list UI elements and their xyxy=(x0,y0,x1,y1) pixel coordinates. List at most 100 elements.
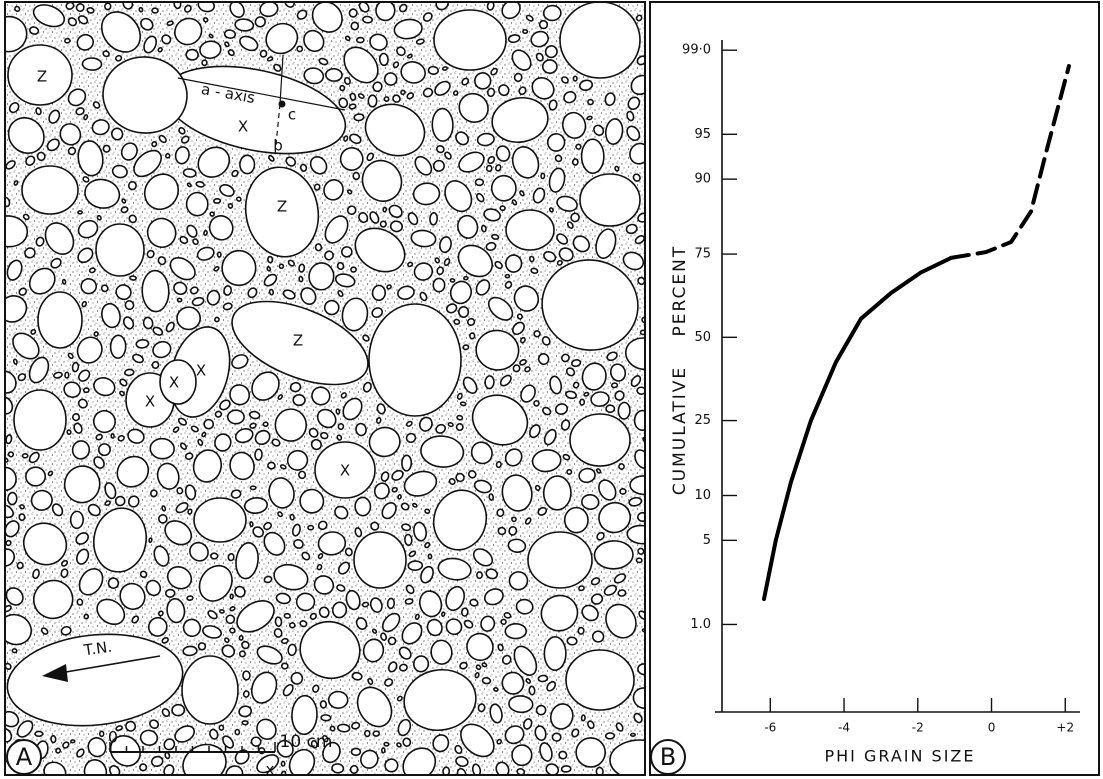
pebble xyxy=(72,413,80,422)
pebble xyxy=(59,123,82,146)
pebble xyxy=(254,429,271,446)
pebble xyxy=(235,196,242,202)
pebble-annotation: c xyxy=(288,106,296,124)
pebble xyxy=(322,741,341,764)
pebble xyxy=(236,600,275,633)
pebble xyxy=(309,155,328,175)
pebble xyxy=(93,377,116,397)
pebble xyxy=(572,381,580,389)
pebble xyxy=(273,627,283,638)
pebble xyxy=(541,259,639,351)
pebble xyxy=(129,275,137,281)
pebble xyxy=(353,113,365,122)
pebble xyxy=(163,764,175,775)
pebble xyxy=(5,434,13,445)
pebble xyxy=(230,489,242,499)
pebble xyxy=(192,238,199,246)
pebble xyxy=(116,455,150,488)
pebble xyxy=(548,99,558,111)
pebble xyxy=(176,487,184,495)
pebble xyxy=(369,597,383,613)
y-tick-label: 95 xyxy=(694,127,711,142)
pebble xyxy=(617,401,631,420)
pebble xyxy=(596,531,605,541)
pebble xyxy=(496,738,503,745)
pebble xyxy=(549,703,574,730)
pebble xyxy=(313,183,321,191)
pebble xyxy=(431,107,454,142)
pebble xyxy=(173,281,188,296)
pebble xyxy=(159,359,197,405)
pebble xyxy=(40,627,49,635)
pebble xyxy=(234,18,255,32)
pebble xyxy=(291,523,301,537)
pebble xyxy=(35,107,42,116)
pebble xyxy=(596,468,602,474)
pebble xyxy=(122,316,135,330)
pebble xyxy=(250,736,262,747)
pebble xyxy=(44,222,75,255)
pebble xyxy=(349,764,359,774)
pebble xyxy=(43,761,67,775)
pebble xyxy=(277,511,284,518)
pebble xyxy=(344,35,351,42)
pebble xyxy=(185,191,209,217)
pebble xyxy=(250,671,278,704)
pebble xyxy=(289,513,295,521)
pebble xyxy=(349,92,357,101)
pebble xyxy=(336,434,343,441)
pebble xyxy=(556,259,563,266)
pebble xyxy=(460,723,495,758)
pebble xyxy=(182,168,197,178)
pebble xyxy=(139,763,148,772)
pebble xyxy=(197,146,231,178)
pebble xyxy=(495,461,502,469)
pebble xyxy=(16,720,34,738)
pebble xyxy=(102,56,188,134)
pebble xyxy=(81,57,103,71)
pebble xyxy=(566,468,573,475)
pebble xyxy=(537,506,548,516)
pebble xyxy=(157,46,163,53)
pebble xyxy=(110,433,115,439)
pebble xyxy=(88,267,96,274)
pebble xyxy=(82,176,90,183)
pebble xyxy=(418,416,433,432)
pebble xyxy=(221,249,257,287)
pebble xyxy=(77,210,83,215)
pebble xyxy=(371,307,384,318)
pebble xyxy=(60,568,69,578)
pebble xyxy=(486,87,496,98)
pebble xyxy=(361,601,370,608)
pebble xyxy=(485,241,497,251)
pebble xyxy=(28,267,56,295)
pebble xyxy=(487,296,514,321)
y-axis-label: CUMULATIVE PERCENT xyxy=(670,245,690,495)
pebble xyxy=(254,448,263,461)
pebble xyxy=(388,204,403,219)
pebble xyxy=(511,199,518,206)
pebble xyxy=(519,190,525,197)
pebble xyxy=(189,286,199,295)
pebble xyxy=(115,54,123,62)
pebble xyxy=(147,616,168,637)
pebble xyxy=(368,426,401,458)
pebble xyxy=(214,316,220,323)
pebble xyxy=(444,151,452,160)
pebble xyxy=(412,182,441,206)
pebble xyxy=(497,526,507,536)
pebble xyxy=(198,564,233,602)
pebble xyxy=(6,633,184,727)
pebble xyxy=(366,152,375,162)
pebble xyxy=(192,449,223,483)
pebble xyxy=(362,638,385,663)
pebble xyxy=(348,8,358,18)
pebble xyxy=(494,260,503,270)
pebble xyxy=(102,50,110,58)
pebble xyxy=(127,428,145,444)
pebble xyxy=(480,224,487,233)
pebble xyxy=(149,719,160,729)
pebble xyxy=(12,358,18,365)
pebble xyxy=(323,179,344,201)
pebble xyxy=(470,441,493,465)
